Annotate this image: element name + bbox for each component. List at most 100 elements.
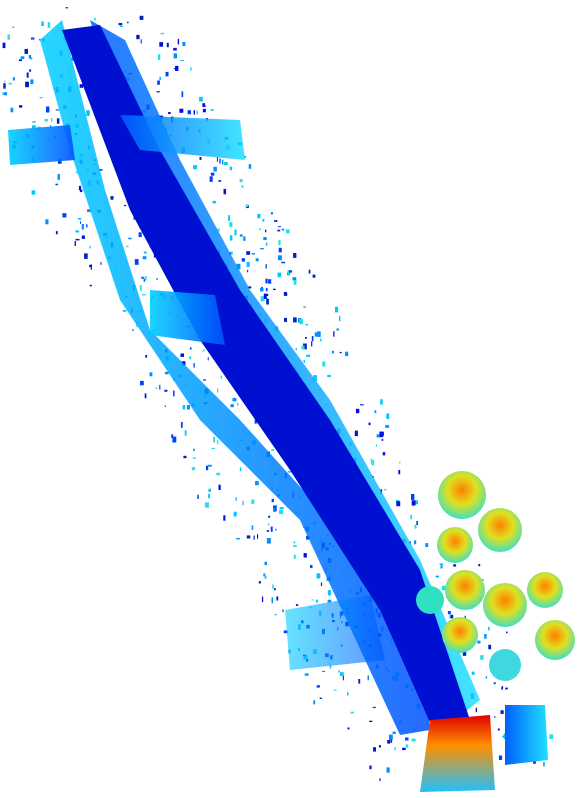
point (295, 604, 299, 606)
point (347, 692, 349, 696)
point (180, 421, 183, 428)
point (311, 336, 314, 342)
point (155, 387, 158, 389)
point (202, 349, 205, 352)
point (405, 737, 409, 741)
point (370, 458, 372, 465)
point (319, 697, 322, 699)
point (232, 397, 237, 402)
point (142, 256, 147, 260)
point (477, 640, 481, 644)
point (75, 238, 80, 241)
point (449, 614, 451, 618)
point (86, 110, 90, 116)
point (494, 716, 496, 718)
point (305, 337, 307, 339)
point (453, 564, 457, 567)
point (378, 745, 381, 748)
point (272, 584, 274, 589)
point (284, 317, 287, 322)
point (411, 500, 416, 506)
point (45, 219, 49, 225)
point (31, 190, 36, 195)
point (497, 728, 500, 731)
point (192, 457, 196, 459)
point (140, 39, 142, 44)
street (62, 25, 470, 745)
point (193, 448, 195, 452)
point (39, 97, 43, 99)
point (273, 507, 275, 512)
point (239, 467, 242, 472)
point (264, 561, 267, 566)
point (77, 218, 82, 220)
point (336, 328, 339, 331)
point (276, 596, 279, 601)
side-building (120, 115, 245, 160)
point (313, 700, 316, 705)
point (386, 413, 390, 419)
point (258, 581, 261, 584)
point (261, 286, 263, 288)
point (89, 284, 92, 287)
tree (527, 572, 563, 608)
point (164, 371, 169, 375)
point (86, 224, 88, 228)
point (26, 72, 29, 78)
point (173, 390, 175, 397)
point (379, 431, 384, 438)
point (47, 22, 51, 28)
point (28, 55, 32, 59)
point (139, 285, 142, 291)
point (182, 405, 186, 410)
point (190, 67, 192, 71)
point (332, 350, 335, 354)
point (3, 80, 6, 82)
point (355, 408, 360, 414)
point (149, 372, 153, 377)
point (374, 410, 377, 414)
point (136, 35, 140, 38)
point (265, 229, 267, 233)
point (306, 354, 311, 357)
point (8, 82, 12, 85)
point (12, 77, 15, 81)
point (248, 286, 252, 289)
point (263, 293, 267, 299)
point (315, 599, 318, 603)
point (381, 439, 384, 441)
point (219, 158, 221, 164)
point (246, 535, 251, 539)
point (81, 235, 85, 239)
point (276, 504, 278, 506)
point (293, 545, 297, 547)
point (347, 727, 350, 730)
point (177, 38, 180, 45)
point (30, 57, 33, 60)
point (223, 515, 226, 521)
point (549, 734, 554, 739)
point (251, 499, 255, 504)
point (279, 509, 284, 515)
tree (535, 620, 575, 660)
point (231, 251, 233, 255)
point (216, 157, 218, 162)
side-building (285, 595, 385, 670)
point (392, 731, 396, 734)
point (208, 488, 211, 492)
point (165, 71, 169, 77)
point (322, 670, 326, 672)
point (271, 449, 274, 451)
point (210, 172, 215, 176)
point (217, 228, 220, 232)
point (322, 361, 326, 367)
point (75, 171, 79, 174)
point (501, 687, 503, 690)
point (100, 262, 102, 265)
point (255, 481, 259, 486)
point (84, 253, 88, 259)
point (221, 159, 224, 165)
point (383, 489, 387, 491)
point (87, 209, 91, 213)
point (248, 164, 252, 169)
